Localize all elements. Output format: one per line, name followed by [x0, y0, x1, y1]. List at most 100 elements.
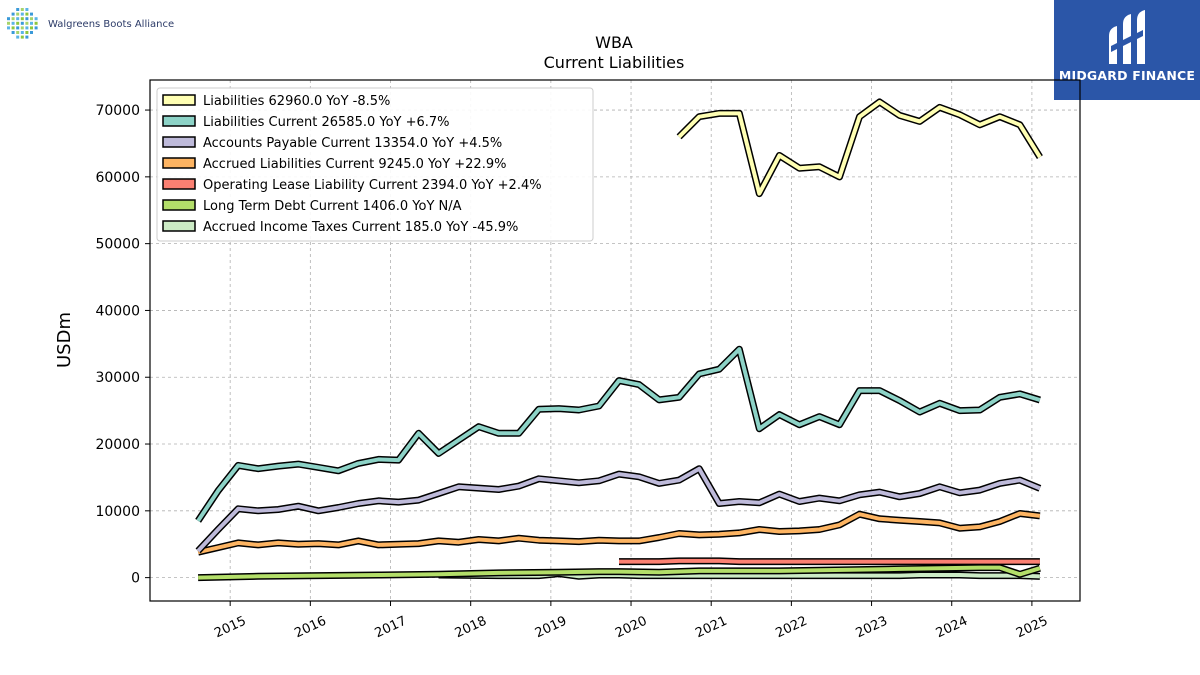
x-tick-label: 2017	[373, 614, 409, 642]
x-tick-label: 2016	[292, 614, 328, 642]
series-line-fill	[198, 565, 1041, 580]
x-tick-label: 2024	[934, 614, 970, 642]
series-line	[198, 564, 1041, 582]
logo-dot	[16, 8, 20, 11]
logo-dot	[34, 17, 38, 21]
legend-entry: Operating Lease Liability Current 2394.0…	[203, 178, 542, 193]
legend-entry: Liabilities Current 26585.0 YoY +6.7%	[203, 115, 450, 130]
legend-swatch	[162, 94, 196, 106]
series-line	[197, 510, 1041, 556]
y-tick-label: 70000	[95, 103, 140, 119]
series-line	[619, 557, 1040, 566]
logo-dot	[20, 31, 24, 34]
series-layer	[195, 98, 1043, 582]
x-tick-label: 2022	[773, 614, 809, 642]
series-line	[195, 465, 1042, 554]
y-axis: 0 10000 20000 30000 40000 50000 60000 70000	[95, 103, 150, 587]
legend: Liabilities 62960.0 YoY -8.5% Liabilities…	[156, 87, 594, 242]
series-line-fill	[196, 466, 1041, 553]
series-line-fill	[619, 558, 1040, 564]
x-tick-label: 2019	[533, 614, 569, 642]
brand-logo: Walgreens Boots Alliance	[4, 4, 204, 44]
legend-swatch	[162, 199, 196, 211]
logo-dot	[25, 26, 29, 30]
badge-text: MIDGARD FINANCE	[1058, 68, 1196, 83]
legend-entry: Accounts Payable Current 13354.0 YoY +4.…	[203, 136, 502, 151]
x-tick-label: 2025	[1014, 614, 1050, 642]
logo-dot	[34, 26, 38, 30]
logo-dot	[16, 35, 20, 39]
y-tick-label: 20000	[95, 437, 140, 453]
x-tick-label: 2018	[453, 614, 489, 642]
y-axis-label: USDm	[54, 312, 75, 368]
logo-dot	[11, 26, 15, 30]
logo-dot	[16, 12, 20, 16]
logo-dot	[11, 21, 15, 25]
logo-dot	[30, 26, 33, 30]
logo-dot	[30, 21, 33, 25]
series-line	[438, 570, 1041, 580]
logo-dot	[25, 8, 29, 11]
logo-dot	[25, 31, 29, 34]
logo-mark-icon	[7, 8, 38, 39]
legend-entry: Accrued Income Taxes Current 185.0 YoY -…	[203, 220, 518, 235]
series-line-fill	[677, 100, 1042, 196]
logo-dot	[7, 21, 10, 25]
chart-subtitle: Current Liabilities	[544, 53, 685, 72]
logo-dot	[25, 12, 29, 16]
series-line-fill	[438, 571, 1040, 579]
logo-dot	[11, 17, 15, 21]
midgard-badge: MIDGARD FINANCE	[1054, 0, 1200, 100]
legend-swatch	[162, 178, 196, 190]
series-line	[195, 345, 1041, 523]
y-tick-label: 50000	[95, 237, 140, 253]
logo-dot	[30, 31, 33, 34]
logo-dot	[25, 21, 29, 25]
logo-dot	[34, 21, 38, 25]
legend-swatch	[162, 115, 196, 127]
logo-dot	[25, 17, 29, 21]
logo-dot	[20, 12, 24, 16]
legend-entry: Accrued Liabilities Current 9245.0 YoY +…	[203, 157, 506, 172]
legend-swatch	[162, 157, 196, 169]
logo-dot	[11, 31, 15, 34]
legend-box	[156, 87, 594, 242]
logo-dot	[11, 12, 15, 16]
logo-dot	[30, 17, 33, 21]
series-line-fill	[196, 347, 1041, 522]
legend-entry: Long Term Debt Current 1406.0 YoY N/A	[203, 199, 462, 214]
legend-swatch	[162, 220, 196, 232]
logo-dot	[7, 17, 10, 21]
y-tick-label: 0	[131, 571, 140, 587]
legend-entry: Liabilities 62960.0 YoY -8.5%	[203, 94, 390, 109]
y-tick-label: 40000	[95, 303, 140, 319]
logo-dot	[16, 26, 20, 30]
x-axis: 2015 2016 2017 2018 2019 2020 2021 2022 2023 2024…	[212, 601, 1050, 641]
y-tick-label: 10000	[95, 504, 140, 520]
x-tick-label: 2021	[693, 614, 729, 642]
company-name: Walgreens Boots Alliance	[48, 18, 175, 30]
logo-dot	[20, 26, 24, 30]
logo-dot	[20, 17, 24, 21]
y-tick-label: 60000	[95, 170, 140, 186]
series-line	[676, 98, 1043, 198]
logo-dot	[16, 21, 20, 25]
logo-dot	[30, 12, 33, 16]
plot-frame	[149, 79, 1081, 602]
logo-dot	[25, 35, 29, 39]
y-tick-label: 30000	[95, 370, 140, 386]
series-line-fill	[197, 511, 1041, 555]
x-tick-label: 2015	[212, 614, 248, 642]
legend-swatch	[162, 136, 196, 148]
logo-dot	[16, 17, 20, 21]
logo-dot	[16, 31, 20, 34]
chart-title: WBA	[595, 33, 633, 52]
logo-dot	[20, 21, 24, 25]
x-tick-label: 2023	[854, 614, 890, 642]
midgard-logo-icon	[1109, 10, 1145, 64]
logo-dot	[20, 35, 24, 39]
logo-dot	[20, 8, 24, 11]
logo-dot	[7, 26, 10, 30]
x-tick-label: 2020	[613, 614, 649, 642]
